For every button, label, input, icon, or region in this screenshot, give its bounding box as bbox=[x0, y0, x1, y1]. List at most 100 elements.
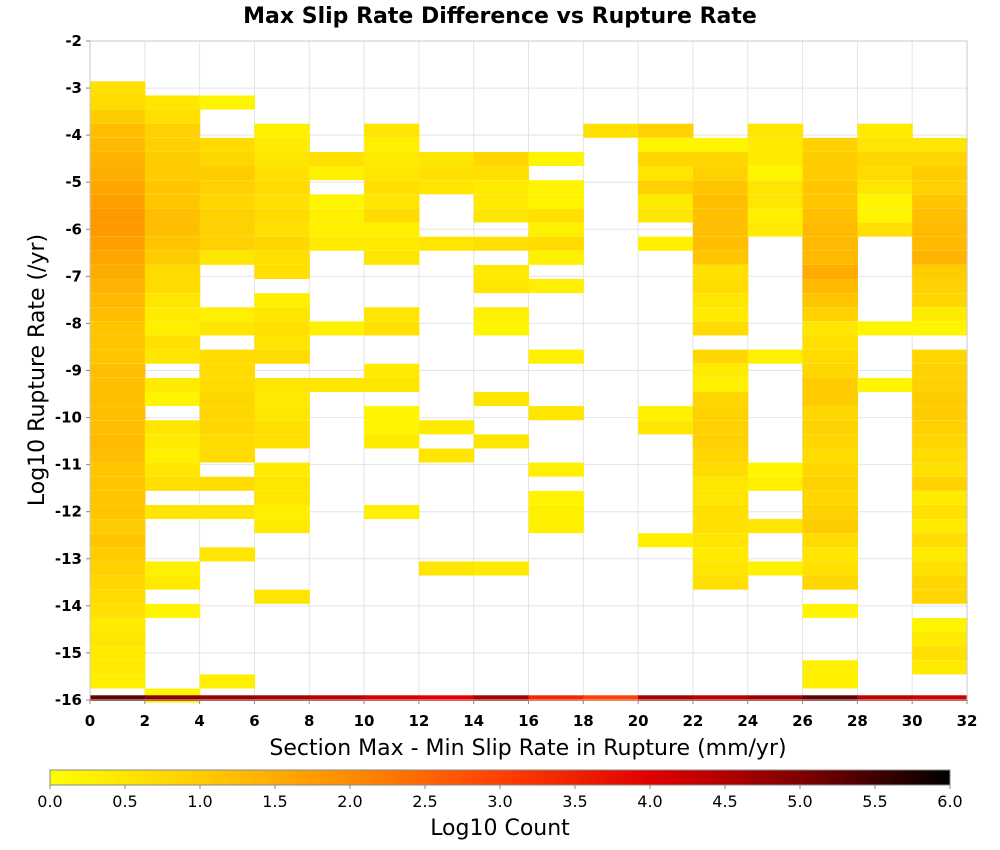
heatmap-cell bbox=[747, 137, 804, 152]
heatmap-cell bbox=[144, 236, 201, 251]
y-tick-label: -3 bbox=[65, 79, 82, 97]
heatmap-cell bbox=[747, 180, 804, 195]
heatmap-cell bbox=[309, 236, 365, 251]
heatmap-cell bbox=[802, 476, 858, 491]
heatmap-cell bbox=[692, 575, 749, 590]
heatmap-cell bbox=[802, 392, 858, 407]
heatmap-cell bbox=[528, 208, 584, 223]
heatmap-cell-bottom bbox=[199, 695, 256, 701]
heatmap-cell bbox=[857, 194, 913, 209]
heatmap-cell bbox=[912, 222, 968, 237]
heatmap-cell bbox=[364, 208, 420, 223]
heatmap-cell bbox=[144, 561, 201, 576]
heatmap-cell bbox=[912, 293, 968, 308]
heatmap-cell bbox=[309, 377, 365, 392]
heatmap-cell bbox=[528, 279, 584, 294]
heatmap-cell bbox=[199, 250, 256, 265]
heatmap-cell bbox=[254, 166, 310, 181]
heatmap-cell-bottom bbox=[583, 695, 639, 701]
heatmap-cell bbox=[802, 603, 858, 618]
heatmap-cell bbox=[90, 533, 146, 548]
heatmap-cell bbox=[912, 250, 968, 265]
heatmap-cell bbox=[692, 166, 749, 181]
heatmap-cell bbox=[638, 166, 694, 181]
heatmap-cell bbox=[418, 166, 475, 181]
heatmap-cell bbox=[254, 420, 310, 435]
heatmap-cell bbox=[802, 448, 858, 463]
heatmap-cell bbox=[692, 321, 749, 336]
heatmap-cell bbox=[638, 406, 694, 421]
heatmap-cell bbox=[90, 603, 146, 618]
heatmap-cell bbox=[90, 674, 146, 689]
heatmap-cell bbox=[528, 406, 584, 421]
heatmap-cell bbox=[254, 236, 310, 251]
heatmap-cell bbox=[692, 392, 749, 407]
heatmap-cell bbox=[528, 222, 584, 237]
heatmap-cell bbox=[364, 137, 420, 152]
x-tick-label: 0 bbox=[85, 712, 95, 730]
heatmap-cell bbox=[364, 420, 420, 435]
heatmap-cell bbox=[144, 462, 201, 477]
heatmap-cell bbox=[802, 349, 858, 364]
heatmap-cell bbox=[857, 208, 913, 223]
heatmap-cell bbox=[90, 547, 146, 562]
heatmap-cell bbox=[90, 434, 146, 449]
heatmap-cell bbox=[199, 674, 256, 689]
heatmap-cell bbox=[692, 293, 749, 308]
heatmap-cell bbox=[254, 264, 310, 279]
heatmap-cell bbox=[583, 123, 639, 138]
heatmap-cell bbox=[90, 151, 146, 166]
heatmap-cell bbox=[254, 589, 310, 604]
y-tick-label: -16 bbox=[55, 691, 82, 709]
heatmap-cell bbox=[692, 208, 749, 223]
heatmap-cell bbox=[144, 194, 201, 209]
heatmap-cell bbox=[90, 575, 146, 590]
heatmap-cell bbox=[912, 392, 968, 407]
heatmap-cell bbox=[90, 250, 146, 265]
heatmap-cell bbox=[912, 504, 968, 520]
heatmap-cell bbox=[309, 208, 365, 223]
heatmap-cell bbox=[802, 208, 858, 223]
heatmap-cell bbox=[692, 137, 749, 152]
heatmap-cell bbox=[254, 406, 310, 421]
heatmap-cell bbox=[144, 123, 201, 138]
heatmap-cell bbox=[692, 504, 749, 520]
heatmap-cell bbox=[254, 519, 310, 534]
heatmap-cell bbox=[747, 476, 804, 491]
heatmap-cell bbox=[254, 392, 310, 407]
y-tick-label: -12 bbox=[55, 503, 82, 521]
heatmap-cell bbox=[528, 519, 584, 534]
heatmap-cell bbox=[364, 377, 420, 392]
colorbar-tick-label: 0.0 bbox=[37, 792, 62, 811]
y-tick-label: -9 bbox=[65, 362, 82, 380]
heatmap-cell bbox=[309, 321, 365, 336]
heatmap-cell bbox=[912, 660, 968, 675]
heatmap-cell bbox=[638, 194, 694, 209]
heatmap-cell bbox=[802, 137, 858, 152]
heatmap-cell bbox=[144, 448, 201, 463]
x-tick-label: 18 bbox=[573, 712, 594, 730]
heatmap-cell bbox=[692, 363, 749, 378]
heatmap-cell bbox=[638, 123, 694, 138]
heatmap-cell bbox=[857, 321, 913, 336]
heatmap-cell bbox=[254, 476, 310, 491]
heatmap-cell bbox=[692, 434, 749, 449]
heatmap-cell bbox=[528, 504, 584, 520]
heatmap-cell bbox=[144, 434, 201, 449]
heatmap-cell bbox=[747, 166, 804, 181]
heatmap-cell bbox=[692, 476, 749, 491]
heatmap-cell bbox=[144, 377, 201, 392]
heatmap-cell bbox=[418, 448, 475, 463]
heatmap-cell bbox=[254, 349, 310, 364]
heatmap-cell bbox=[144, 137, 201, 152]
heatmap-cell bbox=[144, 293, 201, 308]
heatmap-cell bbox=[912, 180, 968, 195]
heatmap-cell bbox=[692, 561, 749, 576]
heatmap-cell bbox=[802, 462, 858, 477]
heatmap-cell bbox=[418, 180, 475, 195]
x-tick-label: 4 bbox=[194, 712, 204, 730]
heatmap-cell-bottom bbox=[912, 695, 968, 701]
x-tick-label: 14 bbox=[463, 712, 484, 730]
x-tick-label: 10 bbox=[354, 712, 375, 730]
heatmap-cell bbox=[364, 250, 420, 265]
